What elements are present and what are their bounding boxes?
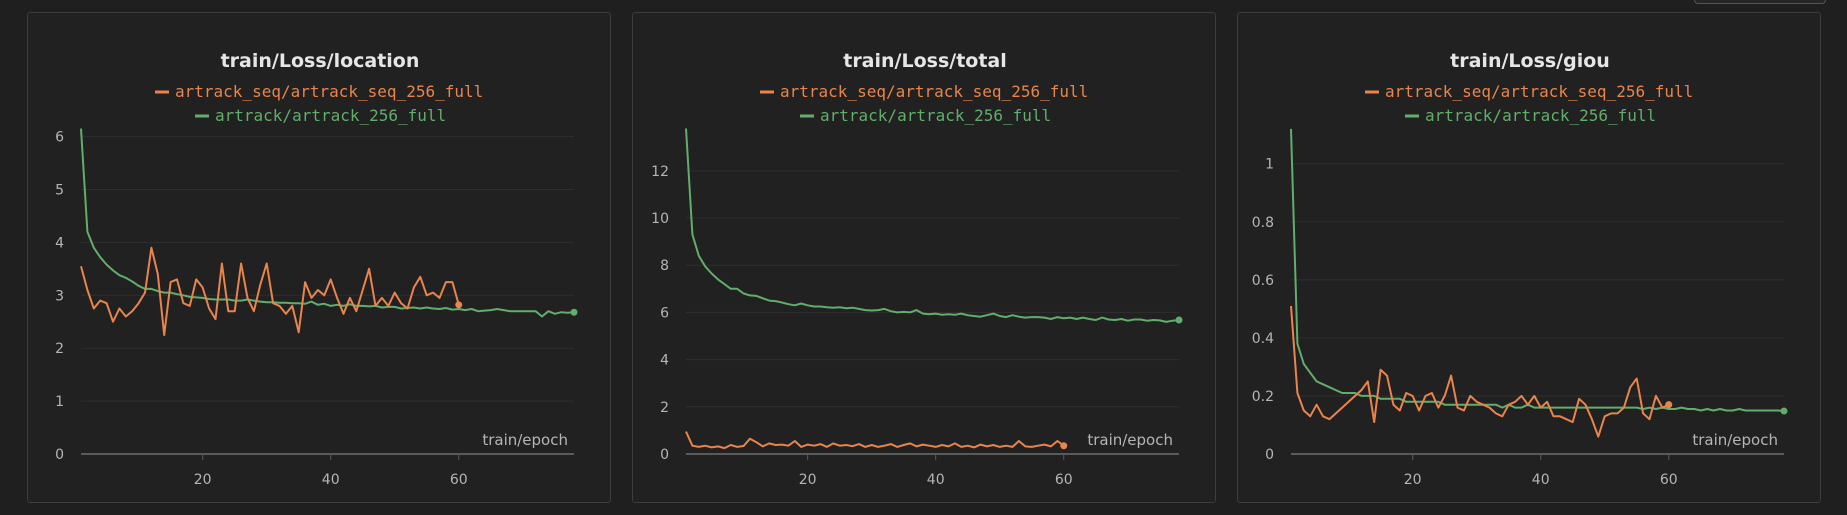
x-tick-label: 40 [322, 472, 340, 488]
x-tick-label: 20 [799, 472, 817, 488]
y-tick-label: 0 [55, 447, 64, 463]
legend-label: artrack_seq/artrack_seq_256_full [175, 82, 483, 101]
series-end-point [1060, 442, 1068, 450]
chart-panel-location: train/Loss/location artrack_seq/artrack_s… [27, 12, 611, 503]
series-end-point [1175, 316, 1183, 324]
chart-title: train/Loss/location [221, 50, 420, 72]
y-tick-label: 4 [55, 235, 64, 251]
series-line [1290, 305, 1670, 438]
x-tick-label: 60 [1660, 472, 1678, 488]
series-end-point [1780, 407, 1788, 415]
toolbar-button[interactable] [1694, 0, 1826, 4]
chart-panel-total: train/Loss/total artrack_seq/artrack_seq_… [632, 12, 1216, 503]
y-tick-label: 0 [660, 447, 669, 463]
y-tick-label: 3 [55, 288, 64, 304]
legend-label: artrack/artrack_256_full [215, 106, 446, 125]
legend-label: artrack/artrack_256_full [820, 106, 1051, 125]
y-tick-label: 10 [651, 211, 669, 227]
legend-label: artrack_seq/artrack_seq_256_full [1385, 82, 1693, 101]
x-tick-label: 40 [1532, 472, 1550, 488]
series-line [80, 246, 460, 336]
y-tick-label: 0.4 [1252, 331, 1274, 347]
series-line [80, 128, 575, 318]
x-axis-label: train/epoch [1692, 431, 1778, 449]
legend-label: artrack/artrack_256_full [1425, 106, 1656, 125]
chart-svg: train/Loss/total artrack_seq/artrack_seq_… [651, 50, 1183, 488]
x-tick-label: 20 [194, 472, 212, 488]
y-tick-label: 1 [55, 394, 64, 410]
chart-title: train/Loss/giou [1450, 50, 1610, 72]
x-axis-label: train/epoch [1087, 431, 1173, 449]
series-line [1290, 128, 1785, 412]
y-tick-label: 8 [660, 258, 669, 274]
chart-svg: train/Loss/giou artrack_seq/artrack_seq_2… [1252, 50, 1788, 488]
chart-panel-giou: train/Loss/giou artrack_seq/artrack_seq_2… [1237, 12, 1821, 503]
y-tick-label: 12 [651, 164, 669, 180]
y-tick-label: 6 [55, 130, 64, 146]
series-end-point [455, 301, 463, 309]
y-tick-label: 2 [660, 400, 669, 416]
chart-title: train/Loss/total [843, 50, 1007, 72]
chart-svg: train/Loss/location artrack_seq/artrack_s… [55, 50, 578, 488]
series-end-point [570, 308, 578, 316]
y-tick-label: 0.2 [1252, 389, 1274, 405]
y-tick-label: 1 [1265, 157, 1274, 173]
y-tick-label: 0 [1265, 447, 1274, 463]
y-tick-label: 4 [660, 353, 669, 369]
y-tick-label: 2 [55, 341, 64, 357]
x-tick-label: 60 [450, 472, 468, 488]
x-axis-label: train/epoch [482, 431, 568, 449]
y-tick-label: 6 [660, 305, 669, 321]
y-tick-label: 0.8 [1252, 215, 1274, 231]
legend-label: artrack_seq/artrack_seq_256_full [780, 82, 1088, 101]
series-end-point [1665, 401, 1673, 409]
x-tick-label: 20 [1404, 472, 1422, 488]
series-line [685, 431, 1065, 450]
x-tick-label: 60 [1055, 472, 1073, 488]
series-line [685, 128, 1180, 323]
y-tick-label: 0.6 [1252, 273, 1274, 289]
x-tick-label: 40 [927, 472, 945, 488]
y-tick-label: 5 [55, 182, 64, 198]
